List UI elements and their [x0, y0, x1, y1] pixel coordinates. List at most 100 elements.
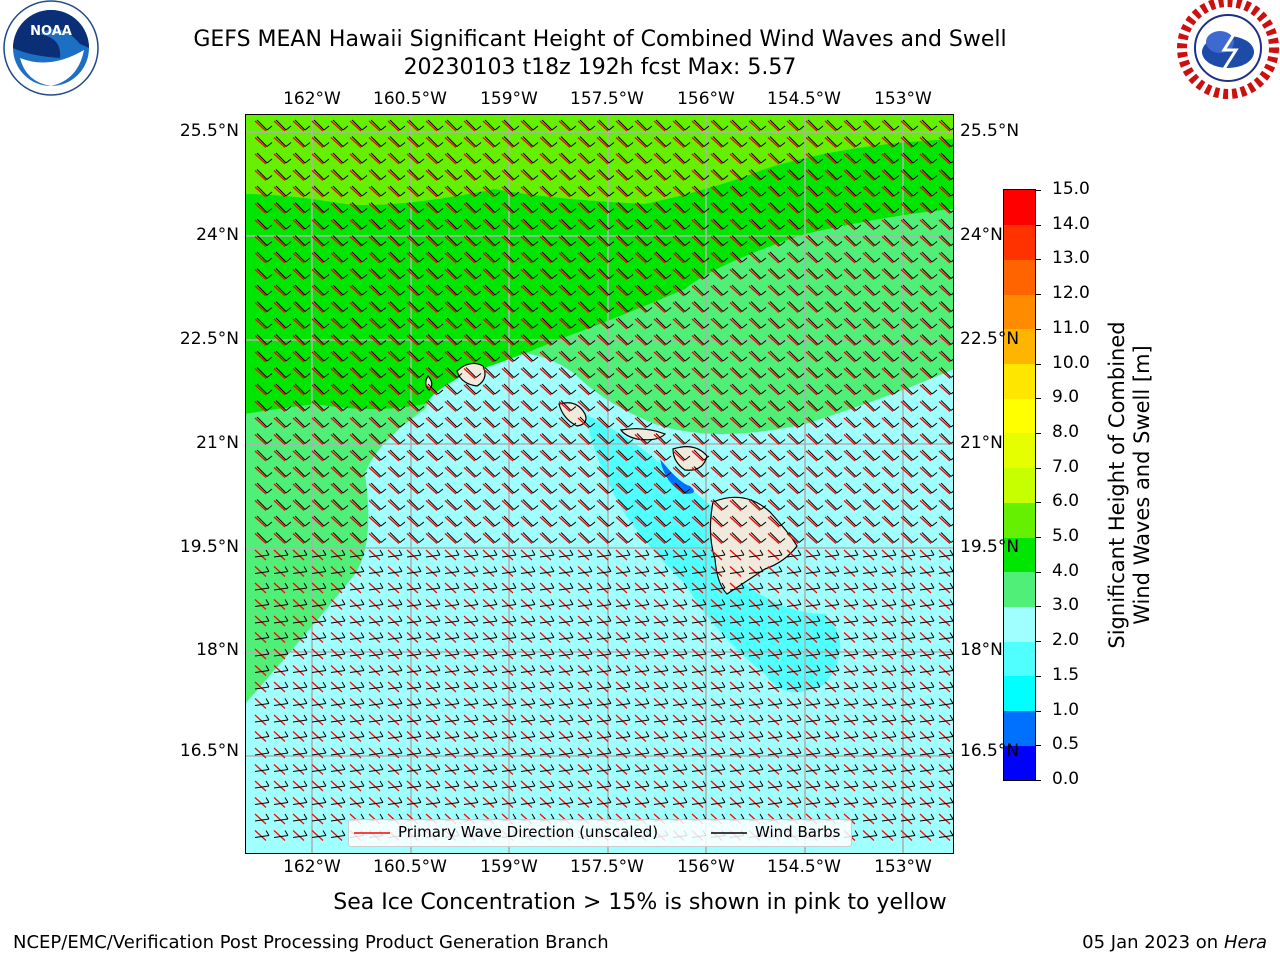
wave-direction-arrow: [482, 500, 495, 511]
wave-direction-arrow: [330, 747, 343, 759]
wave-direction-arrow: [634, 714, 647, 726]
wind-barb: [427, 350, 444, 362]
wave-direction-arrow: [368, 170, 381, 181]
wind-barb: [560, 268, 577, 279]
wave-direction-arrow: [938, 170, 951, 181]
wind-barb: [408, 383, 425, 395]
wave-direction-arrow: [520, 780, 533, 792]
wind-barb: [769, 202, 786, 213]
wind-barb: [465, 367, 482, 378]
colorbar-segment: [1004, 294, 1035, 330]
wave-direction-arrow: [539, 450, 552, 462]
wind-barb: [902, 301, 919, 312]
wave-direction-arrow: [501, 747, 514, 759]
wave-direction-arrow: [862, 549, 875, 561]
wave-direction-arrow: [729, 335, 742, 346]
wave-direction-arrow: [748, 120, 761, 132]
wave-direction-arrow: [938, 780, 951, 792]
wave-direction-arrow: [938, 384, 951, 396]
wave-direction-arrow: [691, 137, 704, 148]
colorbar-segment: [1004, 641, 1035, 677]
colorbar-tick-mark: [1035, 571, 1041, 573]
wind-barb: [921, 235, 938, 246]
wave-direction-arrow: [900, 318, 913, 330]
wind-barb: [731, 202, 748, 213]
wind-barb: [598, 235, 615, 246]
wind-barb: [883, 350, 900, 362]
wave-direction-arrow: [349, 681, 362, 693]
wave-direction-arrow: [577, 153, 590, 165]
wave-direction-arrow: [691, 153, 704, 165]
wave-direction-arrow: [919, 599, 932, 610]
wind-barb: [560, 400, 577, 411]
wave-direction-arrow: [786, 351, 799, 363]
wave-direction-arrow: [311, 252, 324, 264]
wind-barb: [256, 400, 273, 411]
wind-barb: [484, 119, 501, 131]
wave-direction-arrow: [577, 615, 590, 627]
wave-direction-arrow: [767, 401, 780, 412]
wave-direction-arrow: [311, 351, 324, 363]
wave-direction-arrow: [577, 681, 590, 693]
colorbar-segment: [1004, 467, 1035, 503]
wave-direction-arrow: [900, 516, 913, 528]
wave-direction-arrow: [292, 351, 305, 363]
wave-direction-arrow: [311, 698, 324, 709]
wave-direction-arrow: [653, 714, 666, 726]
wave-direction-arrow: [615, 714, 628, 726]
wave-direction-arrow: [406, 797, 419, 808]
wave-direction-arrow: [862, 665, 875, 676]
lat-tick-left: 18°N: [196, 640, 239, 660]
wave-direction-arrow: [653, 417, 666, 429]
wind-barb: [712, 185, 729, 197]
wave-direction-arrow: [444, 681, 457, 693]
wind-barb: [484, 400, 501, 411]
colorbar-tick-mark: [1035, 745, 1041, 747]
wave-direction-arrow: [615, 252, 628, 264]
wave-direction-arrow: [938, 467, 951, 478]
wave-direction-arrow: [520, 384, 533, 396]
wave-direction-arrow: [919, 368, 932, 379]
wave-direction-arrow: [292, 747, 305, 759]
wave-direction-arrow: [368, 285, 381, 297]
wave-direction-arrow: [577, 186, 590, 198]
wave-direction-arrow: [710, 203, 723, 214]
wave-direction-arrow: [387, 747, 400, 759]
wave-direction-arrow: [767, 384, 780, 396]
wind-barb: [598, 136, 615, 147]
wave-direction-arrow: [349, 318, 362, 330]
wave-direction-arrow: [862, 302, 875, 313]
wave-direction-arrow: [615, 615, 628, 627]
wave-direction-arrow: [919, 747, 932, 759]
wave-direction-arrow: [748, 335, 761, 346]
wind-barb: [465, 235, 482, 246]
wave-direction-arrow: [463, 500, 476, 511]
wind-barb: [750, 119, 767, 131]
wind-barb: [503, 334, 520, 345]
wave-direction-arrow: [539, 302, 552, 313]
wind-barb: [674, 185, 691, 197]
wave-direction-arrow: [501, 302, 514, 313]
colorbar-tick-mark: [1035, 328, 1041, 330]
wave-direction-arrow: [444, 219, 457, 231]
wave-direction-arrow: [577, 714, 590, 726]
wave-direction-arrow: [330, 318, 343, 330]
wave-direction-arrow: [653, 318, 666, 330]
wave-direction-arrow: [577, 599, 590, 610]
wave-direction-arrow: [292, 632, 305, 643]
wind-barb: [845, 202, 862, 213]
wind-barb: [408, 136, 425, 147]
wave-direction-arrow: [786, 203, 799, 214]
wind-barb: [712, 284, 729, 296]
wave-direction-arrow: [463, 698, 476, 709]
wave-direction-arrow: [463, 632, 476, 643]
wave-direction-arrow: [539, 153, 552, 165]
wave-direction-arrow: [501, 351, 514, 363]
wave-direction-arrow: [748, 236, 761, 247]
wind-barb: [883, 202, 900, 213]
wave-direction-arrow: [558, 351, 571, 363]
wave-direction-arrow: [349, 368, 362, 379]
wave-direction-arrow: [254, 335, 267, 346]
wave-direction-arrow: [710, 780, 723, 792]
wind-barb: [389, 367, 406, 378]
